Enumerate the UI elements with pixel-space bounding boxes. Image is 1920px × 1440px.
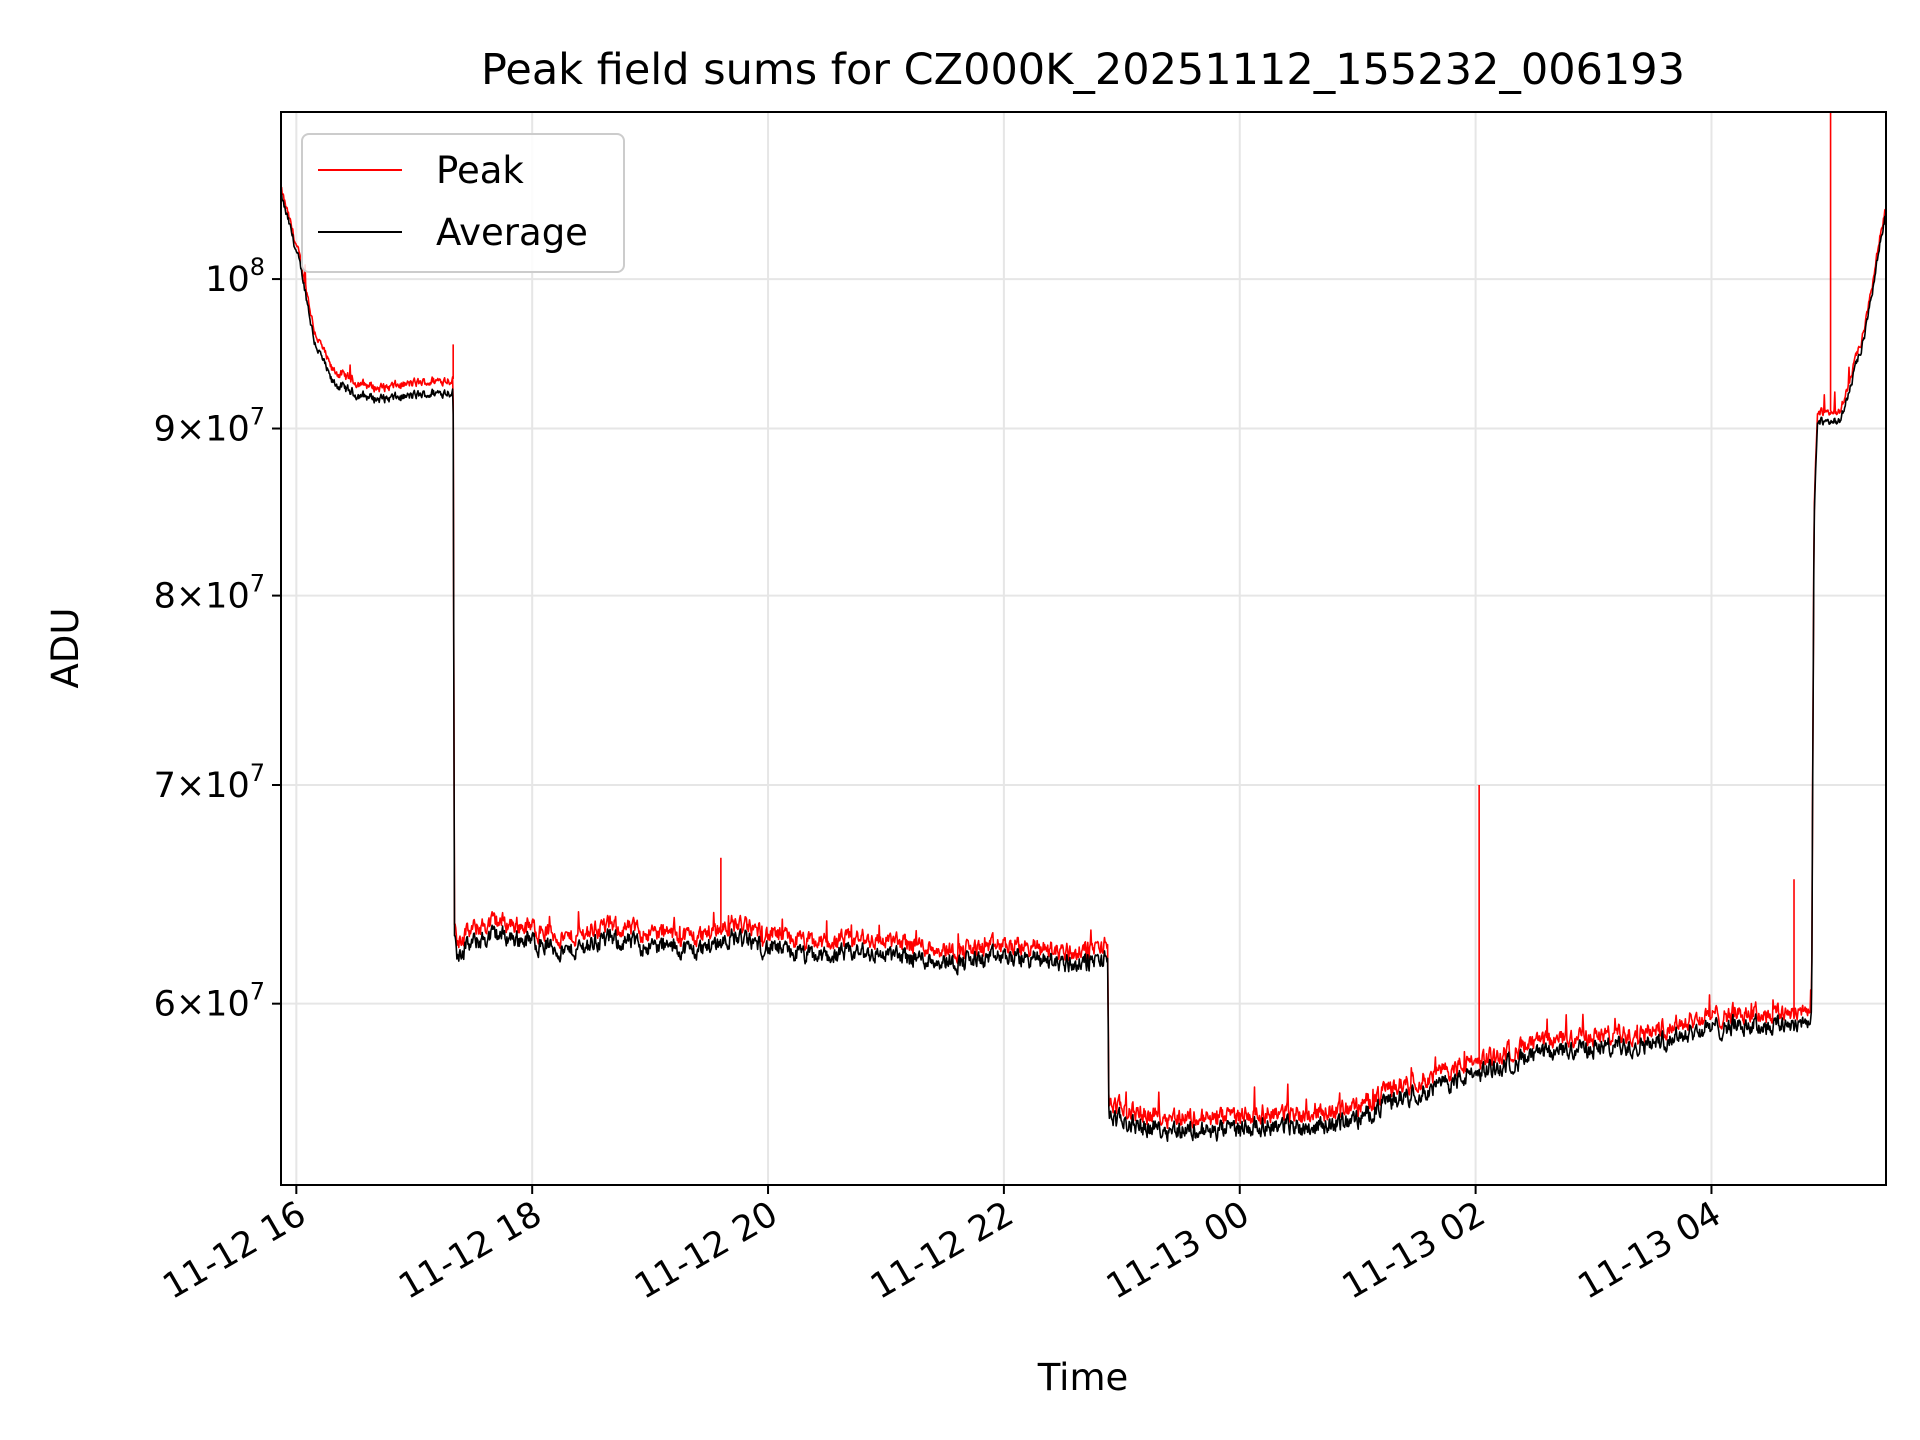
y-tick-label: 9×107 — [154, 403, 265, 450]
plot-frame — [280, 111, 1887, 1186]
series-line-peak — [281, 186, 1886, 1130]
legend: Peak Average — [301, 133, 625, 273]
y-tick-label: 7×107 — [154, 759, 265, 806]
grid — [281, 112, 1886, 1185]
y-axis-label: ADU — [44, 608, 87, 689]
x-axis-label: Time — [1037, 1356, 1129, 1399]
legend-box — [301, 133, 625, 273]
series-layer — [281, 112, 1886, 1142]
series-line-average — [281, 193, 1886, 1142]
legend-average-label: Average — [436, 211, 588, 254]
chart-title: Peak field sums for CZ000K_20251112_1552… — [481, 45, 1685, 95]
y-tick-label: 6×107 — [154, 978, 265, 1025]
y-tick-label: 8×107 — [154, 570, 265, 617]
legend-peak-label: Peak — [436, 149, 524, 192]
